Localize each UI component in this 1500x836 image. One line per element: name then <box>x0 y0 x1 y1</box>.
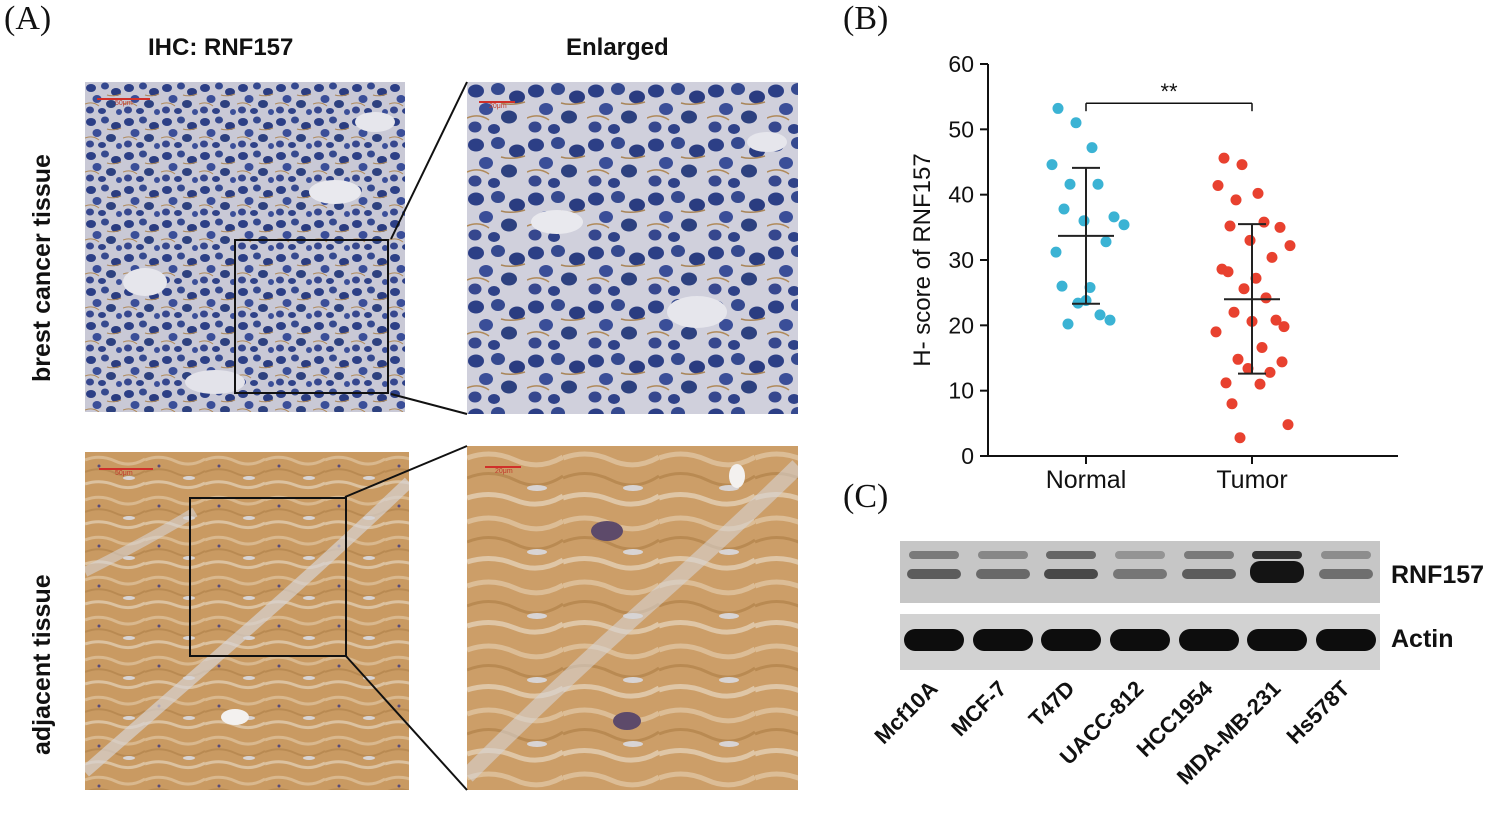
data-point <box>1224 220 1236 232</box>
data-point <box>1226 398 1238 410</box>
scale-bar-label: 50μm <box>115 100 133 107</box>
data-point <box>1078 215 1090 227</box>
data-point <box>1058 203 1070 215</box>
data-point <box>1236 159 1248 171</box>
data-point <box>1222 266 1234 278</box>
data-point <box>1250 272 1262 284</box>
data-point <box>1210 326 1222 338</box>
blot-rnf157 <box>900 541 1380 603</box>
data-point <box>1070 117 1082 129</box>
data-point <box>1242 362 1254 374</box>
data-point <box>1274 221 1286 233</box>
rnf157-band <box>1113 569 1167 579</box>
y-tick-label: 60 <box>948 51 974 77</box>
data-point <box>1284 240 1296 252</box>
rnf157-band-upper <box>977 551 1028 559</box>
data-point <box>1084 281 1096 293</box>
y-tick-label: 10 <box>948 378 974 404</box>
y-tick-label: 30 <box>948 247 974 273</box>
panel-label-b: (B) <box>843 0 889 37</box>
data-point <box>1232 353 1244 365</box>
rnf157-band-upper <box>1115 551 1165 559</box>
rnf157-band <box>975 569 1030 579</box>
data-point <box>1260 292 1272 304</box>
data-point <box>1108 211 1120 223</box>
rnf157-band <box>1250 561 1305 583</box>
data-point <box>1276 356 1288 368</box>
actin-band <box>1315 629 1376 651</box>
actin-band <box>1247 629 1308 651</box>
y-axis-label: H- score of RNF157 <box>909 153 936 366</box>
ihc-tumor-enlarged: 20μm <box>467 82 798 414</box>
data-point <box>1046 159 1058 171</box>
data-point <box>1100 236 1112 248</box>
y-tick-label: 40 <box>948 182 974 208</box>
ihc-tumor-overview: 50μm <box>85 82 405 412</box>
actin-band <box>1110 629 1170 651</box>
actin-band <box>904 629 965 651</box>
x-tick-label: Normal <box>1046 466 1127 494</box>
column-header-enlarged: Enlarged <box>566 34 669 61</box>
panel-label-c: (C) <box>843 478 889 515</box>
zoom-box <box>234 239 389 394</box>
zoom-box <box>189 497 347 657</box>
data-point <box>1230 194 1242 206</box>
rnf157-band-upper <box>1252 551 1303 559</box>
data-point <box>1118 219 1130 231</box>
data-point <box>1092 178 1104 190</box>
blot-actin <box>900 614 1380 670</box>
rnf157-band <box>1044 569 1099 579</box>
actin-band <box>1178 629 1239 651</box>
x-tick-label: Tumor <box>1216 466 1287 494</box>
data-point <box>1244 234 1256 246</box>
data-point <box>1094 309 1106 321</box>
y-tick-label: 20 <box>948 312 974 338</box>
band-label-actin: Actin <box>1391 625 1454 653</box>
data-point <box>1212 180 1224 192</box>
significance-label: ** <box>1160 79 1178 104</box>
data-point <box>1220 377 1232 389</box>
data-point <box>1218 152 1230 164</box>
zoom-connectors <box>344 81 468 791</box>
data-point <box>1254 378 1266 390</box>
data-point <box>1278 321 1290 333</box>
data-point <box>1104 314 1116 326</box>
rnf157-band-upper <box>1046 551 1097 559</box>
scale-bar-label: 20μm <box>489 103 507 110</box>
rnf157-band <box>907 569 962 579</box>
data-point <box>1238 283 1250 295</box>
actin-band <box>1041 629 1102 651</box>
column-header-ihc: IHC: RNF157 <box>148 34 294 61</box>
ihc-adjacent-enlarged: 20μm <box>467 446 798 790</box>
rnf157-band-upper <box>1320 551 1371 559</box>
data-point <box>1056 280 1068 292</box>
y-tick-label: 0 <box>961 443 974 469</box>
scale-bar-label: 20μm <box>495 468 513 475</box>
data-point <box>1270 314 1282 326</box>
rnf157-band <box>1318 569 1373 579</box>
y-tick-label: 50 <box>948 116 974 142</box>
data-point <box>1228 306 1240 318</box>
data-point <box>1258 216 1270 228</box>
actin-band <box>972 629 1033 651</box>
data-point <box>1062 318 1074 330</box>
band-label-rnf157: RNF157 <box>1391 561 1485 589</box>
data-point <box>1252 187 1264 199</box>
data-point <box>1256 342 1268 354</box>
data-point <box>1282 419 1294 431</box>
data-point <box>1266 251 1278 263</box>
rnf157-band-upper <box>909 551 960 559</box>
scale-bar-label: 50μm <box>115 470 133 477</box>
ihc-adjacent-overview: 50μm <box>85 452 409 790</box>
data-point <box>1086 142 1098 154</box>
data-point <box>1064 178 1076 190</box>
data-point <box>1264 366 1276 378</box>
panel-label-a: (A) <box>4 0 52 37</box>
data-point <box>1050 246 1062 258</box>
data-point <box>1234 432 1246 444</box>
rnf157-band-upper <box>1183 551 1234 559</box>
hscore-chart: 0 10 20 30 40 50 60 Normal Tumor H- score of RNF1… <box>909 51 1398 494</box>
rnf157-band <box>1181 569 1236 579</box>
data-point <box>1052 102 1064 114</box>
